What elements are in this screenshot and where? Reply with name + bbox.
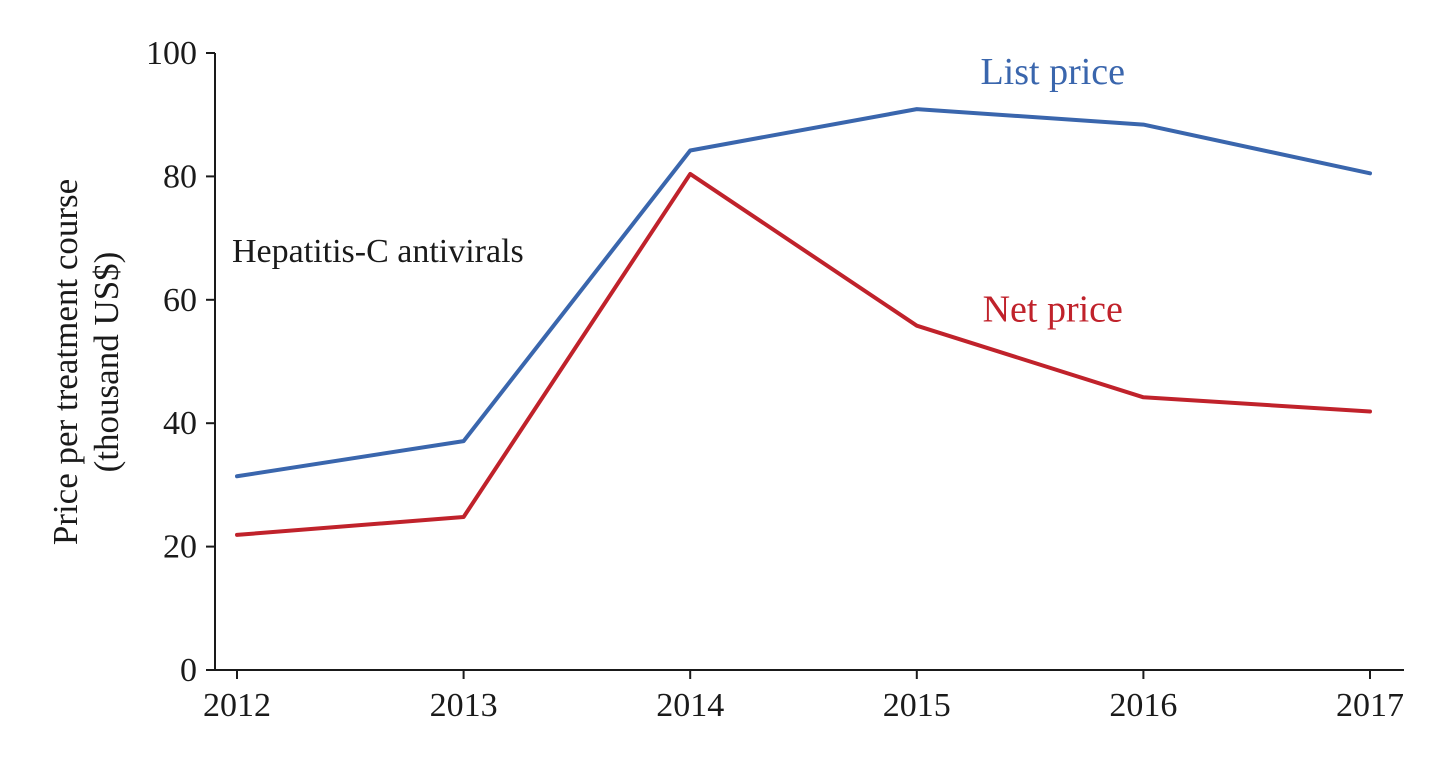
y-tick-label: 20 xyxy=(163,529,197,566)
x-tick-label: 2014 xyxy=(656,687,724,724)
list-price-line xyxy=(235,107,1372,479)
axes xyxy=(214,53,1404,671)
chart-annotation: Hepatitis-C antivirals xyxy=(232,233,524,270)
y-tick-label: 40 xyxy=(163,405,197,442)
y-tick-label: 0 xyxy=(180,652,197,689)
net-price-line xyxy=(235,171,1372,537)
x-tick-label: 2015 xyxy=(883,687,951,724)
y-axis-title-line1: Price per treatment course xyxy=(46,179,85,545)
x-axis-ticks: 2012 2013 2014 2015 2016 2017 xyxy=(203,670,1404,724)
y-tick-label: 60 xyxy=(163,282,197,319)
y-axis-title-line2: (thousand US$) xyxy=(87,252,126,473)
y-tick-label: 80 xyxy=(163,158,197,195)
y-axis-ticks: 0 20 40 60 80 100 xyxy=(146,35,215,689)
x-tick-label: 2017 xyxy=(1336,687,1404,724)
x-tick-label: 2012 xyxy=(203,687,271,724)
x-tick-label: 2013 xyxy=(430,687,498,724)
x-tick-label: 2016 xyxy=(1109,687,1177,724)
net-price-label: Net price xyxy=(983,288,1123,330)
y-axis-title: Price per treatment course (thousand US$… xyxy=(46,179,126,545)
y-tick-label: 100 xyxy=(146,35,197,72)
list-price-label: List price xyxy=(980,51,1125,93)
series-layer: List price Net price xyxy=(235,51,1372,537)
